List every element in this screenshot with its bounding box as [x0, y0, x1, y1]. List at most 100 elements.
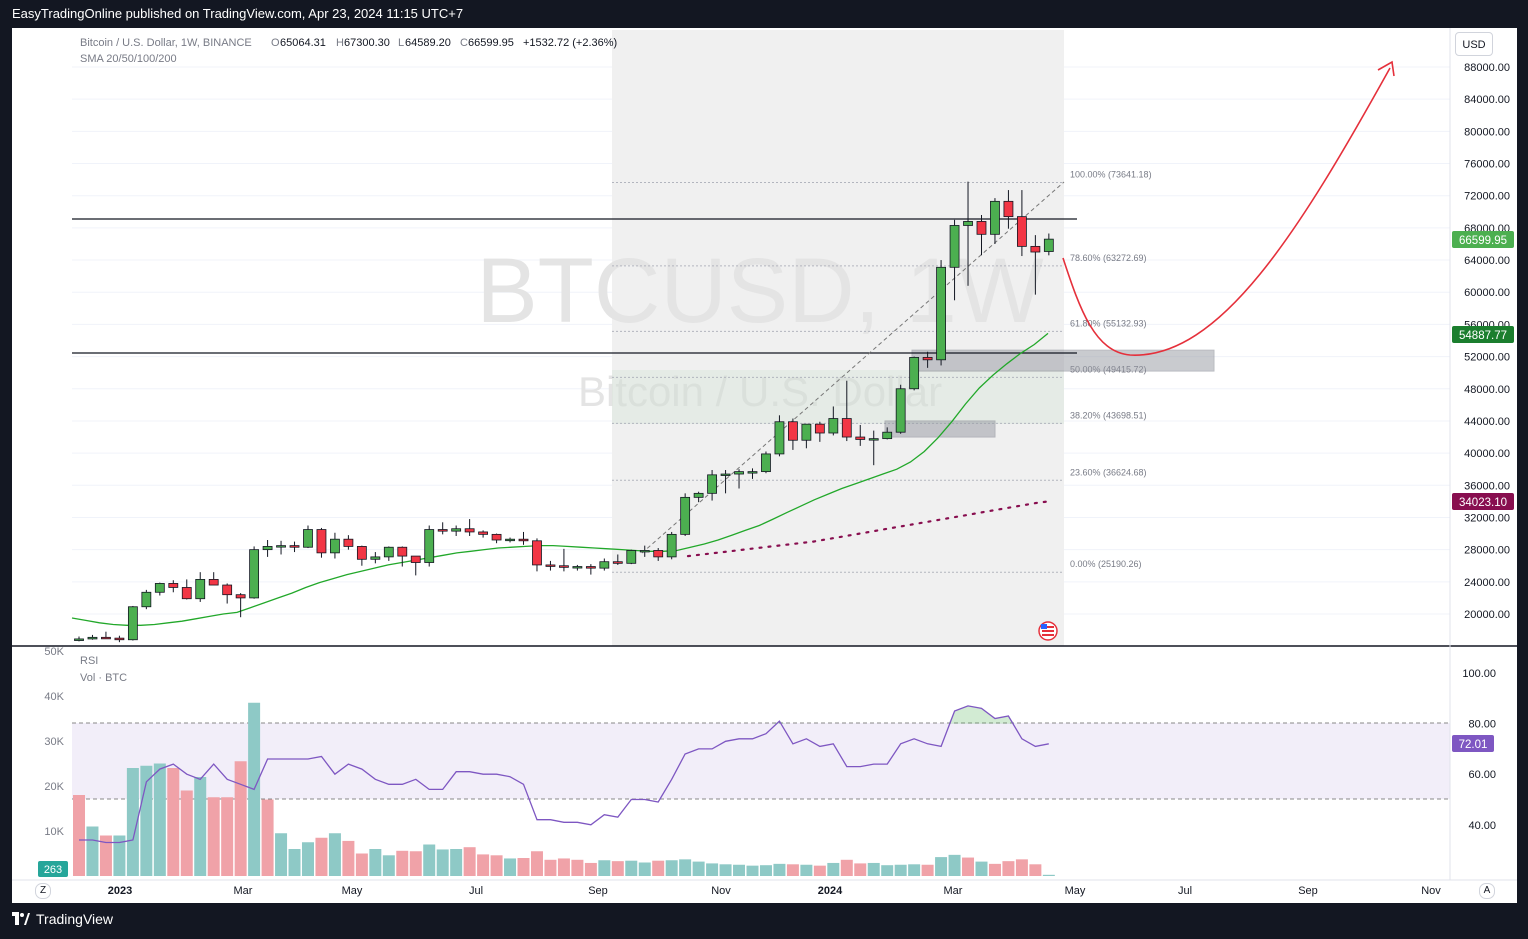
candle-body	[734, 471, 744, 475]
currency-button[interactable]: USD	[1455, 32, 1493, 56]
candle-body	[235, 594, 246, 599]
price-tick-label: 28000.00	[1464, 545, 1510, 557]
candle	[195, 572, 206, 602]
candle-body	[168, 583, 179, 588]
candle	[801, 423, 812, 449]
volume-bar	[1042, 874, 1055, 876]
volume-bar	[652, 860, 665, 876]
volume-bar	[908, 864, 921, 876]
candle	[478, 530, 489, 538]
time-tick-label: Mar	[234, 885, 253, 897]
candle	[1043, 233, 1054, 256]
candle	[585, 564, 596, 575]
candle	[612, 554, 623, 565]
candle	[235, 593, 246, 618]
candle-body	[720, 473, 731, 476]
volume-bar	[988, 863, 1001, 876]
volume-bar	[665, 860, 678, 876]
candle	[922, 351, 933, 368]
volume-bar	[73, 795, 85, 876]
rsi-tick-label: 40.00	[1468, 820, 1496, 832]
volume-bar	[207, 797, 220, 876]
volume-bar	[625, 860, 638, 876]
candle	[909, 356, 920, 391]
candle-body	[855, 436, 866, 440]
volume-bar	[113, 835, 126, 876]
candle	[599, 558, 610, 571]
candle	[410, 555, 421, 576]
volume-bar	[180, 790, 193, 876]
candle-body	[599, 561, 610, 569]
candle	[626, 549, 637, 565]
auto-scale-button[interactable]: A	[1479, 883, 1495, 899]
volume-tick-label: 30K	[44, 736, 64, 748]
time-tick-label: Jul	[469, 885, 483, 897]
volume-bar	[584, 862, 597, 876]
candle	[720, 470, 731, 494]
price-tick-label: 80000.00	[1464, 126, 1510, 138]
candle	[936, 260, 946, 366]
candle-body	[747, 471, 758, 474]
price-tick-label: 44000.00	[1464, 416, 1510, 428]
price-tick-label: 40000.00	[1464, 448, 1510, 460]
candle-body	[828, 418, 839, 434]
candle	[949, 219, 960, 301]
volume-bar	[234, 761, 247, 876]
candle-body	[101, 636, 111, 640]
candle	[208, 572, 219, 586]
candle	[963, 181, 973, 286]
candle-body	[181, 587, 192, 600]
candle	[788, 418, 798, 450]
rsi-overbought-fill	[948, 705, 1015, 724]
volume-bar	[746, 865, 759, 876]
volume-bar	[773, 863, 786, 876]
sma-slow-line	[686, 500, 1052, 558]
candle-body	[383, 546, 394, 558]
fib-background	[612, 30, 1064, 646]
zoom-reset-button[interactable]: Z	[35, 883, 51, 899]
candle-body	[505, 538, 515, 542]
legend-close: 66599.95	[468, 37, 514, 49]
volume-bar	[894, 864, 907, 876]
volume-bar	[557, 858, 570, 876]
candle-body	[895, 388, 906, 433]
candle	[262, 539, 273, 557]
price-tick-label: 88000.00	[1464, 62, 1510, 74]
us-flag-icon[interactable]	[1038, 621, 1058, 641]
candle	[761, 451, 771, 474]
candle-body	[397, 546, 408, 557]
candle-body	[410, 555, 421, 563]
candle-body	[491, 533, 502, 541]
candle	[154, 582, 165, 596]
candle-body	[572, 566, 583, 569]
volume-bar	[867, 862, 880, 876]
volume-bar	[1002, 861, 1015, 876]
candle-body	[451, 528, 462, 532]
candle-body	[585, 566, 596, 569]
price-tick-label: 36000.00	[1464, 480, 1510, 492]
candle	[882, 427, 893, 440]
volume-bar	[423, 844, 436, 876]
volume-bar	[611, 861, 624, 876]
candle-body	[949, 225, 960, 268]
tradingview-logo[interactable]: TradingView	[12, 911, 113, 927]
volume-bar	[881, 865, 894, 876]
candle	[895, 384, 906, 434]
candle	[370, 552, 381, 564]
candle-body	[814, 423, 825, 434]
volume-bar	[382, 855, 395, 876]
vol-label: Vol · BTC	[80, 672, 127, 684]
time-tick-label: 2023	[108, 885, 132, 897]
legend-high-label: H	[336, 37, 344, 49]
candle-body	[963, 221, 973, 226]
fib-level-label: 61.80% (55132.93)	[1070, 318, 1147, 328]
price-axis: 88000.00 84000.00 80000.00 76000.00 72000.00…	[1464, 62, 1510, 621]
rsi-tick-label: 80.00	[1468, 719, 1496, 731]
candle-body	[653, 550, 664, 558]
candle-body	[141, 591, 152, 608]
candle-body	[1043, 238, 1054, 252]
candle	[855, 424, 866, 446]
candle	[114, 635, 125, 643]
legend-change: +1532.72 (+2.36%)	[523, 37, 617, 49]
